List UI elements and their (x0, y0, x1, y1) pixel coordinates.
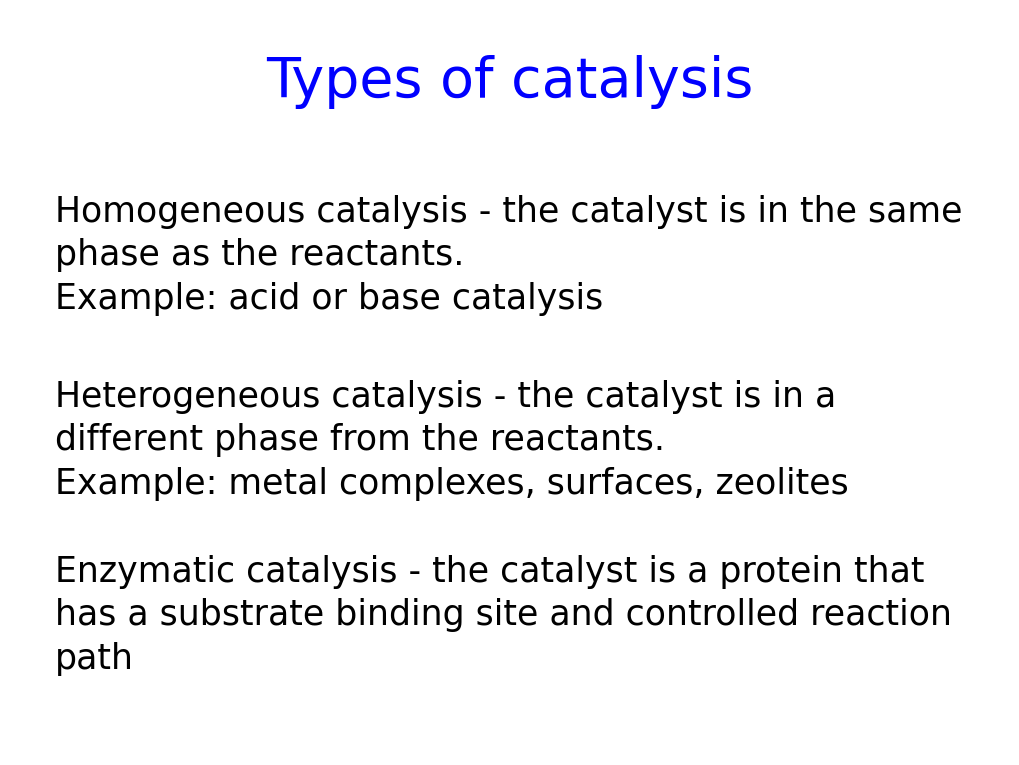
Text: Homogeneous catalysis - the catalyst is in the same
phase as the reactants.
Exam: Homogeneous catalysis - the catalyst is … (55, 195, 962, 316)
Text: Enzymatic catalysis - the catalyst is a protein that
has a substrate binding sit: Enzymatic catalysis - the catalyst is a … (55, 555, 951, 676)
Text: Types of catalysis: Types of catalysis (266, 55, 753, 109)
Text: Heterogeneous catalysis - the catalyst is in a
different phase from the reactant: Heterogeneous catalysis - the catalyst i… (55, 380, 848, 501)
